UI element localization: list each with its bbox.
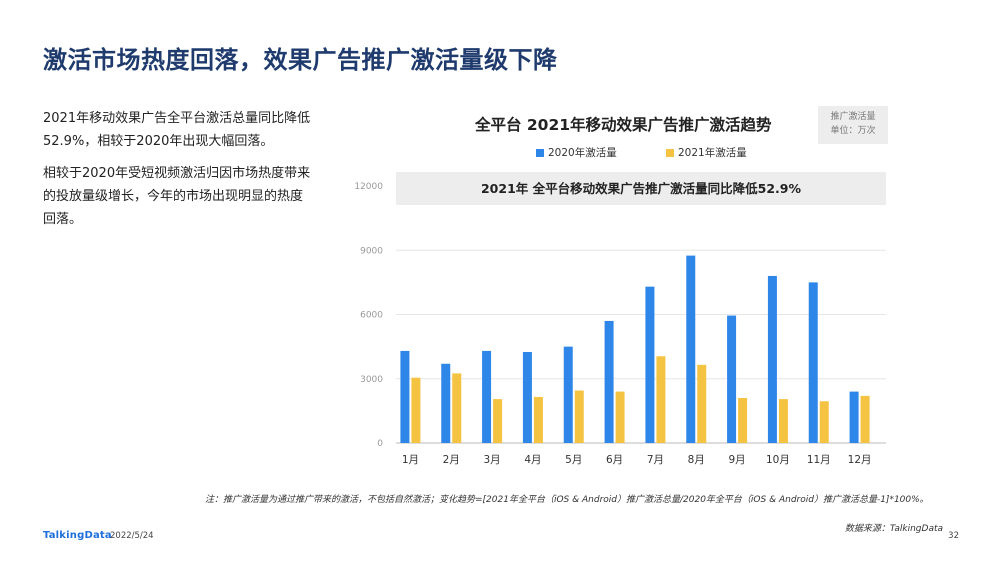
x-tick-label: 2月 <box>443 454 460 466</box>
bar-2020 <box>849 391 859 443</box>
y-tick-label: 0 <box>377 439 383 449</box>
y-tick-label: 3000 <box>360 375 383 385</box>
unit-box-metric: 推广激活量 <box>830 112 876 122</box>
bar-2020 <box>686 255 696 443</box>
bar-2020 <box>400 350 410 443</box>
page-title: 激活市场热度回落，效果广告推广激活量级下降 <box>43 46 558 74</box>
x-tick-label: 1月 <box>402 454 419 466</box>
bar-2020 <box>645 286 655 443</box>
bar-2020 <box>727 315 737 443</box>
bar-2021 <box>778 399 788 443</box>
footer-date: 2022/5/24 <box>110 531 154 541</box>
x-tick-label: 11月 <box>807 454 831 466</box>
unit-box: 推广激活量 单位：万次 <box>818 106 888 144</box>
x-tick-label: 10月 <box>766 454 790 466</box>
bar-2020 <box>563 346 573 443</box>
bar-2021 <box>493 399 503 443</box>
bar-2021 <box>697 364 707 443</box>
bar-2021 <box>860 395 870 443</box>
y-tick-label: 6000 <box>360 311 383 321</box>
bar-2020 <box>482 350 492 443</box>
summary-paragraph-2: 相较于2020年受短视频激活归因市场热度带来的投放量级增长，今年的市场出现明显的… <box>43 166 311 227</box>
x-tick-label: 4月 <box>524 454 541 466</box>
bar-2020 <box>767 275 777 443</box>
bar-2020 <box>441 363 451 443</box>
y-tick-label: 9000 <box>360 246 383 256</box>
summary-paragraph-1: 2021年移动效果广告全平台激活总量同比降低52.9%，相较于2020年出现大幅… <box>43 111 311 149</box>
chart-subtitle-banner: 2021年 全平台移动效果广告推广激活量同比降低52.9% <box>396 172 886 205</box>
bar-2021 <box>738 398 748 443</box>
x-tick-label: 12月 <box>848 454 872 466</box>
bar-2021 <box>615 391 625 443</box>
bar-2021 <box>819 401 829 443</box>
legend-label-2020: 2020年激活量 <box>548 147 617 159</box>
unit-box-unit: 单位：万次 <box>830 126 876 136</box>
legend-item-2021: 2021年激活量 <box>666 145 747 160</box>
bar-2021 <box>656 356 666 443</box>
bar-2020 <box>808 282 818 443</box>
x-tick-label: 6月 <box>606 454 623 466</box>
x-tick-label: 9月 <box>728 454 745 466</box>
x-tick-label: 8月 <box>688 454 705 466</box>
legend-swatch-2020 <box>536 148 544 157</box>
brand-logo: TalkingData <box>43 530 112 541</box>
bar-2020 <box>604 320 614 443</box>
data-source: 数据来源：TalkingData <box>844 524 943 534</box>
legend-item-2020: 2020年激活量 <box>536 145 617 160</box>
bar-2021 <box>574 390 584 443</box>
legend-label-2021: 2021年激活量 <box>678 147 747 159</box>
bar-2021 <box>533 396 543 443</box>
y-tick-label: 12000 <box>354 182 383 192</box>
bar-2021 <box>452 373 462 443</box>
legend-swatch-2021 <box>666 148 674 157</box>
bar-chart: 0 3000 6000 9000 12000 1月 2月 3月 4月 5月 6月 7月 8月 9月 10月 1… <box>354 182 886 466</box>
chart-title: 全平台 2021年移动效果广告推广激活趋势 <box>475 116 772 134</box>
footnote: 注：推广激活量为通过推广带来的激活，不包括自然激活；变化趋势=[2021年全平台… <box>205 495 929 505</box>
x-tick-label: 3月 <box>483 454 500 466</box>
bar-2021 <box>411 377 421 443</box>
x-tick-label: 7月 <box>647 454 664 466</box>
x-tick-label: 5月 <box>565 454 582 466</box>
page-number: 32 <box>948 531 959 541</box>
bar-2020 <box>522 351 532 443</box>
